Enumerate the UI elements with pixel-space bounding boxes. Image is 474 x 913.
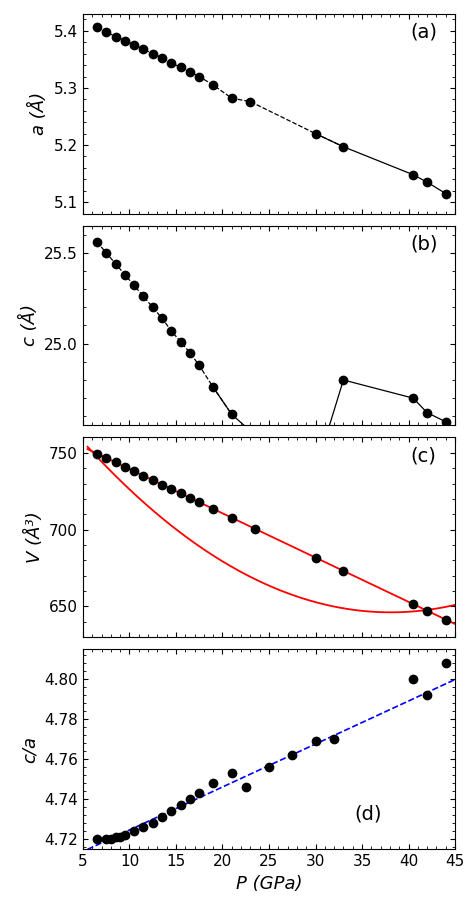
Text: (b): (b) [410, 235, 438, 254]
Text: (a): (a) [410, 23, 438, 42]
X-axis label: P (GPa): P (GPa) [236, 875, 302, 893]
Text: (c): (c) [410, 446, 436, 466]
Text: (d): (d) [355, 804, 382, 824]
Y-axis label: a (Å): a (Å) [29, 92, 48, 135]
Y-axis label: c (Å): c (Å) [20, 304, 39, 346]
Y-axis label: c/a: c/a [21, 736, 39, 762]
Y-axis label: V (Å³): V (Å³) [25, 511, 44, 563]
